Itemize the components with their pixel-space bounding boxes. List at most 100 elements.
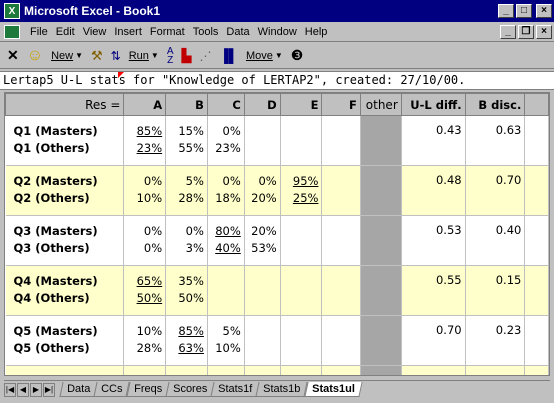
b-disc-cell[interactable]: 0.23 <box>465 315 526 366</box>
new-menu-button[interactable]: New ▼ <box>48 45 86 67</box>
response-cell[interactable] <box>244 315 281 366</box>
menu-file[interactable]: File <box>30 25 48 38</box>
menu-view[interactable]: View <box>82 25 107 38</box>
response-cell[interactable]: 85% 63% <box>165 315 208 366</box>
formula-bar[interactable]: Lertap5 U-L stats for "Knowledge of LERT… <box>0 71 554 90</box>
empty-cell[interactable] <box>123 365 167 375</box>
col-header-c[interactable]: C <box>206 93 245 116</box>
ul-diff-cell[interactable]: 0.48 <box>401 165 466 216</box>
item-label-cell[interactable]: Q3 (Masters) Q3 (Others) <box>5 215 125 266</box>
col-header-e[interactable]: E <box>279 93 323 116</box>
cancel-button[interactable]: ✕ <box>4 45 22 67</box>
prev-sheet-icon[interactable]: ◀ <box>17 382 29 397</box>
blank-cell[interactable] <box>524 315 549 366</box>
menu-window[interactable]: Window <box>257 25 297 38</box>
close-button[interactable]: × <box>536 4 552 18</box>
response-cell[interactable]: 0% 3% <box>165 215 208 266</box>
empty-cell[interactable] <box>207 365 245 375</box>
item-label-cell[interactable]: Q5 (Masters) Q5 (Others) <box>5 315 125 366</box>
histogram-button[interactable]: ▙ <box>179 45 195 67</box>
response-cell[interactable]: 95% 25% <box>280 165 323 216</box>
worksheet-grid[interactable]: Res = A B C D E F other U-L diff. B disc… <box>4 92 550 376</box>
ul-diff-cell[interactable]: 0.70 <box>401 315 466 366</box>
response-cell[interactable] <box>280 215 323 266</box>
response-cell[interactable]: 0% 20% <box>244 165 281 216</box>
other-cell[interactable] <box>360 315 402 366</box>
response-cell[interactable]: 15% 55% <box>165 115 208 166</box>
response-cell[interactable] <box>244 265 281 316</box>
item-label-cell[interactable]: Q2 (Masters) Q2 (Others) <box>5 165 125 216</box>
response-cell[interactable]: 5% 10% <box>207 315 245 366</box>
response-cell[interactable]: 20% 53% <box>244 215 281 266</box>
empty-cell[interactable] <box>465 365 526 375</box>
menu-insert[interactable]: Insert <box>114 25 142 38</box>
first-sheet-icon[interactable]: |◀ <box>4 382 16 397</box>
blank-cell[interactable] <box>524 265 549 316</box>
response-cell[interactable] <box>321 115 361 166</box>
menu-edit[interactable]: Edit <box>55 25 75 38</box>
doc-minimize-button[interactable]: _ <box>500 24 516 39</box>
response-cell[interactable]: 5% 28% <box>165 165 208 216</box>
empty-cell[interactable] <box>165 365 208 375</box>
response-cell[interactable] <box>321 265 361 316</box>
response-cell[interactable]: 10% 28% <box>123 315 167 366</box>
item-label-cell[interactable]: Q1 (Masters) Q1 (Others) <box>5 115 125 166</box>
col-header-f[interactable]: F <box>321 93 361 116</box>
menu-tools[interactable]: Tools <box>192 25 219 38</box>
info-button[interactable]: ❸ <box>288 45 307 67</box>
document-icon[interactable] <box>4 24 20 39</box>
col-header-bdisc[interactable]: B disc. <box>464 93 526 116</box>
menu-data[interactable]: Data <box>226 25 250 38</box>
sort-button[interactable]: ⇅ <box>108 45 124 67</box>
smiley-button[interactable]: ☺ <box>24 45 46 67</box>
response-cell[interactable]: 0% 0% <box>123 215 167 266</box>
blank-cell[interactable] <box>524 115 549 166</box>
other-cell[interactable] <box>360 115 402 166</box>
response-cell[interactable] <box>280 265 323 316</box>
menu-help[interactable]: Help <box>304 25 328 38</box>
item-label-cell[interactable]: Q4 (Masters) Q4 (Others) <box>5 265 125 316</box>
response-cell[interactable]: 0% 18% <box>207 165 245 216</box>
col-header-uldiff[interactable]: U-L diff. <box>400 93 466 116</box>
response-cell[interactable]: 0% 10% <box>123 165 167 216</box>
bar-chart-button[interactable]: ▐▌ <box>217 45 241 67</box>
last-sheet-icon[interactable]: ▶| <box>43 382 55 397</box>
col-header-a[interactable]: A <box>123 93 167 116</box>
response-cell[interactable] <box>321 165 361 216</box>
sheet-tab-stats1ul[interactable]: Stats1ul <box>303 382 362 397</box>
blank-cell[interactable] <box>524 215 549 266</box>
blank-cell[interactable] <box>524 165 549 216</box>
sheet-tab-stats1b[interactable]: Stats1b <box>255 382 309 397</box>
col-header-other[interactable]: other <box>359 93 402 116</box>
other-cell[interactable] <box>360 265 402 316</box>
empty-cell[interactable] <box>5 365 125 375</box>
empty-cell[interactable] <box>244 365 281 375</box>
scatter-button[interactable]: ⋰ <box>197 45 215 67</box>
empty-cell[interactable] <box>401 365 466 375</box>
sheet-tab-freqs[interactable]: Freqs <box>126 382 170 397</box>
response-cell[interactable]: 0% 23% <box>207 115 245 166</box>
tools-button[interactable]: ⚒ <box>88 45 106 67</box>
response-cell[interactable]: 65% 50% <box>123 265 167 316</box>
b-disc-cell[interactable]: 0.70 <box>465 165 526 216</box>
doc-restore-button[interactable]: ❐ <box>518 24 534 39</box>
empty-cell[interactable] <box>360 365 402 375</box>
response-cell[interactable] <box>321 215 361 266</box>
next-sheet-icon[interactable]: ▶ <box>30 382 42 397</box>
sheet-tab-data[interactable]: Data <box>59 382 98 397</box>
sheet-tab-stats1f[interactable]: Stats1f <box>210 382 260 397</box>
excel-app-icon[interactable]: X <box>4 3 20 19</box>
response-cell[interactable] <box>280 115 323 166</box>
other-cell[interactable] <box>360 215 402 266</box>
doc-close-button[interactable]: × <box>536 24 552 39</box>
empty-cell[interactable] <box>321 365 361 375</box>
maximize-button[interactable]: □ <box>516 4 532 18</box>
ul-diff-cell[interactable]: 0.53 <box>401 215 466 266</box>
response-cell[interactable] <box>207 265 245 316</box>
response-cell[interactable]: 85% 23% <box>123 115 167 166</box>
ul-diff-cell[interactable]: 0.55 <box>401 265 466 316</box>
response-cell[interactable] <box>321 315 361 366</box>
run-menu-button[interactable]: Run ▼ <box>126 45 162 67</box>
col-header-d[interactable]: D <box>243 93 281 116</box>
b-disc-cell[interactable]: 0.40 <box>465 215 526 266</box>
